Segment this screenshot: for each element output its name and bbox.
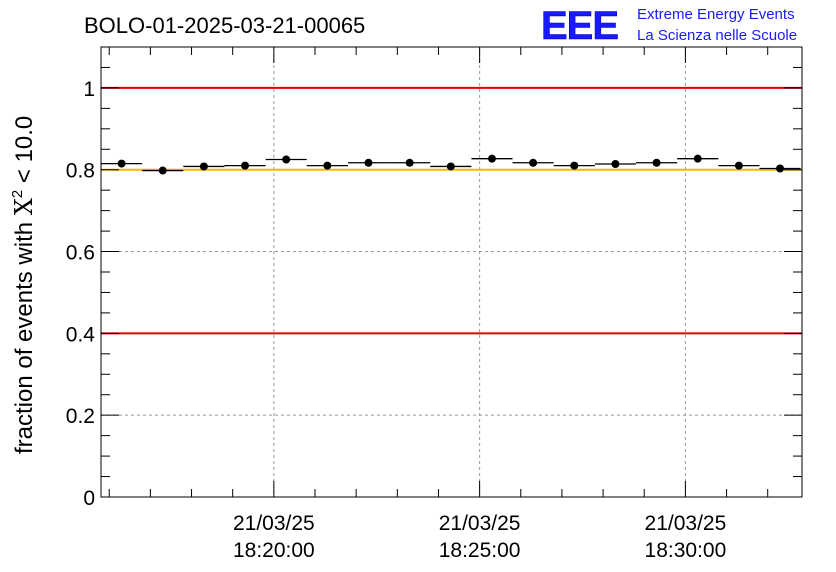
x-tick-labels: 21/03/25 18:20:00 21/03/25 18:25:00 21/03/25… xyxy=(233,512,726,562)
y-tick-label: 0 xyxy=(83,487,95,510)
data-point xyxy=(776,164,785,173)
axis-ticks xyxy=(101,46,802,498)
y-axis-title-symbol: X xyxy=(10,198,38,215)
data-point xyxy=(570,161,579,170)
data-point xyxy=(117,159,126,168)
x-tick-label-date: 21/03/25 xyxy=(645,512,727,535)
data-point xyxy=(364,158,373,167)
x-tick-label-time: 18:30:00 xyxy=(645,539,727,562)
data-point xyxy=(323,161,332,170)
y-axis-title: fraction of events with X2 < 10.0 xyxy=(9,116,38,454)
data-point xyxy=(241,161,250,170)
y-tick-label: 0.2 xyxy=(66,405,95,428)
x-tick-label-date: 21/03/25 xyxy=(233,512,315,535)
y-tick-label: 1 xyxy=(83,78,95,101)
data-point xyxy=(652,158,661,167)
grid-lines xyxy=(101,47,802,497)
data-point xyxy=(529,158,538,167)
data-point xyxy=(405,158,414,167)
x-tick-label-date: 21/03/25 xyxy=(439,512,521,535)
data-series xyxy=(101,154,801,175)
y-tick-label: 0.6 xyxy=(66,242,95,265)
x-tick-label-time: 18:20:00 xyxy=(233,539,315,562)
y-tick-label: 0.4 xyxy=(66,323,96,346)
y-axis-title-prefix: fraction of events with xyxy=(11,215,38,454)
eee-logo: EEE Extreme Energy Events La Scienza nel… xyxy=(541,4,797,49)
data-point xyxy=(199,162,208,171)
data-point xyxy=(734,161,743,170)
y-axis-title-suffix: < 10.0 xyxy=(11,116,38,190)
data-point xyxy=(487,154,496,163)
data-point xyxy=(611,160,620,168)
data-point xyxy=(158,166,167,175)
eee-logo-mark: EEE xyxy=(541,4,618,48)
y-tick-labels: 0 0.2 0.4 0.6 0.8 1 xyxy=(66,78,96,510)
y-axis-title-sup: 2 xyxy=(9,190,26,198)
x-tick-label-time: 18:25:00 xyxy=(439,539,521,562)
eee-logo-line2: La Scienza nelle Scuole xyxy=(637,27,797,44)
plot-frame xyxy=(100,46,803,498)
data-point xyxy=(446,162,455,171)
reference-lines xyxy=(101,86,802,335)
chart-title: BOLO-01-2025-03-21-00065 xyxy=(84,13,365,38)
data-point xyxy=(282,155,291,164)
data-point xyxy=(693,154,702,163)
y-tick-label: 0.8 xyxy=(66,160,95,183)
eee-logo-line1: Extreme Energy Events xyxy=(637,6,795,23)
